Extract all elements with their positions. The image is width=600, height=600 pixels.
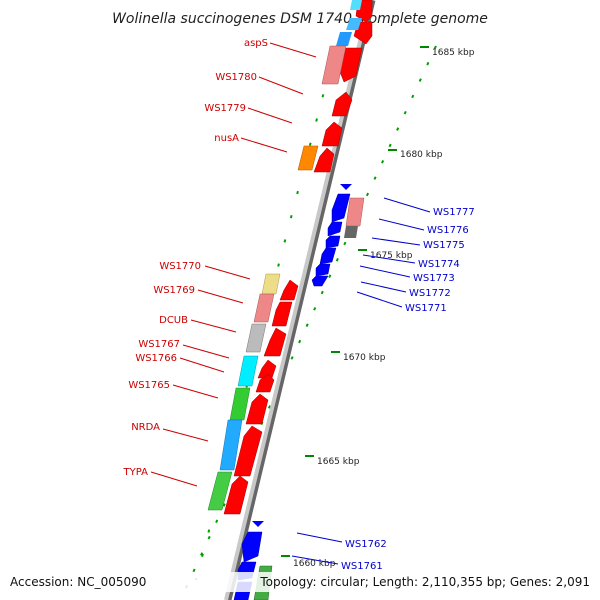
gene-arrow-reverse bbox=[311, 275, 329, 287]
gene-block bbox=[207, 471, 233, 511]
right-gene-labels: WS1777 WS1776 WS1775 WS1774 WS1773 WS177… bbox=[291, 197, 475, 572]
gene-leader bbox=[296, 532, 343, 543]
gene-arrow-reverse bbox=[252, 521, 264, 527]
gene-leader bbox=[197, 289, 244, 304]
gene-leader bbox=[179, 357, 225, 373]
gene-label-left: nusA bbox=[214, 133, 239, 144]
gene-label-left: TYPA bbox=[123, 467, 149, 478]
gene-arrow-reverse bbox=[241, 531, 263, 563]
reverse-strand-genes bbox=[233, 184, 365, 600]
gene-label-left: WS1780 bbox=[215, 72, 257, 83]
gene-arrow-reverse bbox=[315, 263, 331, 277]
gene-arrow-forward bbox=[223, 475, 249, 515]
gene-arrow-forward bbox=[257, 359, 277, 379]
gene-leader bbox=[378, 218, 425, 231]
gene-block bbox=[344, 226, 358, 238]
scale-label: 1685 kbp bbox=[432, 48, 475, 58]
gene-arrow-reverse bbox=[331, 193, 351, 223]
gene-block bbox=[346, 18, 362, 30]
gene-label-right: WS1762 bbox=[345, 539, 387, 550]
scale-label: 1670 kbp bbox=[343, 353, 386, 363]
genome-backbone bbox=[224, 0, 376, 600]
gene-leader bbox=[182, 344, 230, 359]
scale-labels: 1685 kbp 1680 kbp 1675 kbp 1670 kbp 1665… bbox=[281, 46, 475, 569]
gene-blocks bbox=[207, 0, 362, 511]
gene-label-left: WS1765 bbox=[128, 380, 170, 391]
gene-arrow-forward bbox=[263, 327, 287, 357]
gene-leader bbox=[360, 281, 407, 293]
gene-block bbox=[237, 355, 259, 387]
gene-leader bbox=[383, 197, 431, 213]
gene-label-right: WS1771 bbox=[405, 303, 447, 314]
footer-backdrop bbox=[0, 572, 600, 592]
gene-block bbox=[350, 0, 362, 10]
gene-block bbox=[336, 32, 352, 46]
accession-label: Accession: NC_005090 bbox=[10, 575, 146, 589]
diagram-title: Wolinella succinogenes DSM 1740, complet… bbox=[112, 11, 488, 27]
scale-label: 1665 kbp bbox=[317, 457, 360, 467]
gene-block bbox=[253, 293, 275, 323]
gene-leader bbox=[371, 237, 421, 246]
gene-arrow-reverse bbox=[319, 247, 337, 265]
gene-label-left: WS1779 bbox=[204, 103, 246, 114]
gene-leader bbox=[269, 42, 317, 58]
topology-label: Topology: circular; Length: 2,110,355 bp… bbox=[259, 575, 590, 589]
gene-arrow-forward bbox=[313, 147, 335, 173]
gene-arrow-forward bbox=[331, 91, 353, 117]
backbone-line bbox=[224, 0, 372, 600]
left-gene-labels: aspS WS1780 WS1779 nusA WS1770 WS1769 DC… bbox=[123, 38, 317, 487]
gene-label-left: WS1766 bbox=[135, 353, 177, 364]
scale-label: 1680 kbp bbox=[400, 150, 443, 160]
gene-block bbox=[245, 323, 267, 353]
gene-block bbox=[297, 145, 319, 171]
gene-label-right: WS1761 bbox=[341, 561, 383, 572]
gene-arrow-forward bbox=[279, 279, 299, 301]
gene-label-left: WS1770 bbox=[159, 261, 201, 272]
gene-block bbox=[345, 197, 365, 227]
gene-label-right: WS1777 bbox=[433, 207, 475, 218]
gene-leader bbox=[204, 265, 251, 280]
gene-label-left: WS1769 bbox=[153, 285, 195, 296]
gene-leader bbox=[190, 319, 237, 333]
gene-leader bbox=[356, 291, 403, 308]
gene-label-right: WS1775 bbox=[423, 240, 465, 251]
gene-label-right: WS1772 bbox=[409, 288, 451, 299]
gene-label-left: WS1767 bbox=[138, 339, 180, 350]
gene-leader bbox=[240, 137, 288, 153]
gene-block bbox=[321, 45, 347, 85]
gene-leader bbox=[247, 107, 293, 124]
gene-leader bbox=[359, 265, 411, 278]
gene-arrow-forward bbox=[245, 393, 269, 425]
gene-label-left: DCUB bbox=[159, 315, 188, 326]
gene-leader bbox=[172, 384, 219, 399]
gene-leader bbox=[150, 471, 198, 487]
scale-label: 1660 kbp bbox=[293, 559, 336, 569]
gene-block bbox=[219, 419, 243, 471]
gene-block bbox=[229, 387, 251, 421]
gene-leader bbox=[258, 76, 304, 95]
gene-label-left: NRDA bbox=[131, 422, 160, 433]
scale-label: 1675 kbp bbox=[370, 251, 413, 261]
gene-label-right: WS1774 bbox=[418, 259, 460, 270]
gene-leader bbox=[362, 254, 416, 264]
gene-arrow-forward bbox=[321, 121, 343, 147]
gene-leader bbox=[162, 428, 209, 442]
gene-arrow-reverse bbox=[327, 221, 343, 237]
gene-arrow-forward bbox=[233, 425, 263, 477]
gene-arrow-forward bbox=[255, 373, 275, 393]
gene-arrow-forward bbox=[271, 301, 293, 327]
gene-label-right: WS1773 bbox=[413, 273, 455, 284]
gene-leader bbox=[291, 555, 339, 565]
gene-label-left: aspS bbox=[244, 38, 268, 49]
gene-block bbox=[261, 273, 281, 295]
gene-arrow-reverse bbox=[340, 184, 352, 190]
gene-label-right: WS1776 bbox=[427, 225, 469, 236]
gene-arrow-reverse bbox=[325, 235, 341, 249]
